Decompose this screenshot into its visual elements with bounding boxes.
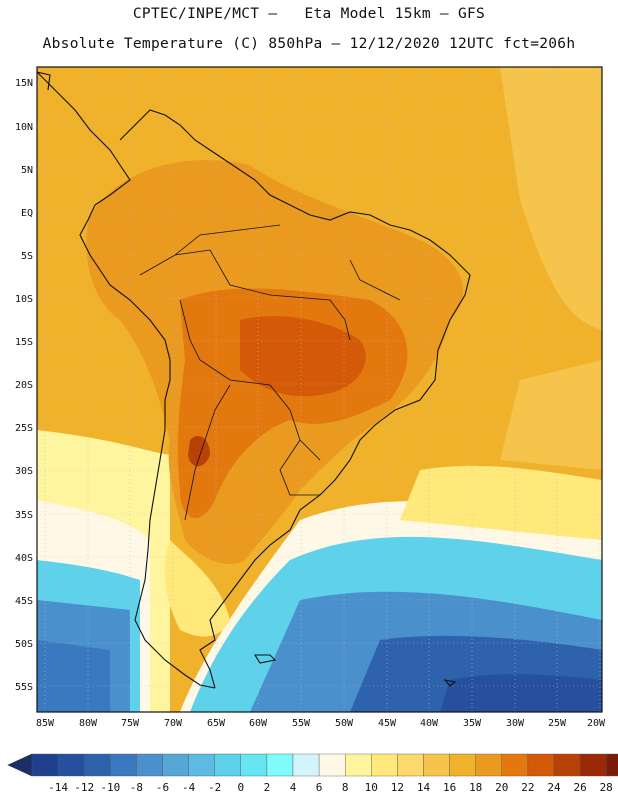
colorbar-tick-label: 6 (316, 781, 323, 794)
lon-label: 35W (463, 718, 482, 729)
colorbar-tick-label: 14 (417, 781, 431, 794)
colorbar-swatch (240, 753, 268, 777)
lon-label: 80W (79, 718, 98, 729)
colorbar-swatch (83, 753, 111, 777)
colorbar-swatch (57, 753, 85, 777)
colorbar-tick-label: -14 (48, 781, 68, 794)
lon-label: 50W (335, 718, 354, 729)
lon-label: 40W (420, 718, 439, 729)
lat-label: 30S (15, 466, 33, 477)
colorbar-tick-label: 16 (443, 781, 456, 794)
lat-label: 25S (15, 423, 33, 434)
colorbar-swatch (188, 753, 215, 777)
temperature-field (37, 67, 602, 712)
map-frame (36, 66, 603, 713)
colorbar-swatch (606, 753, 618, 777)
colorbar-swatch (345, 753, 372, 777)
lon-label: 30W (506, 718, 525, 729)
lon-label: 25W (548, 718, 567, 729)
colorbar-tick-label: -10 (100, 781, 120, 794)
lat-label: 15N (15, 78, 33, 89)
lon-label: 85W (36, 718, 55, 729)
colorbar-swatch (371, 753, 398, 777)
lat-label: 40S (15, 553, 33, 564)
colorbar-swatch (397, 753, 424, 777)
colorbar-tick-label: 24 (547, 781, 561, 794)
colorbar-swatch (162, 753, 189, 777)
colorbar-swatch (527, 753, 555, 777)
lat-label: EQ (21, 208, 33, 219)
chart-title-line2: Absolute Temperature (C) 850hPa – 12/12/… (42, 36, 576, 52)
colorbar-swatch (318, 753, 346, 777)
lat-label: 55S (15, 682, 33, 693)
colorbar-tick-label: -4 (182, 781, 196, 794)
colorbar-swatch (110, 753, 137, 777)
colorbar-swatch (292, 753, 320, 777)
lat-label: 5S (21, 251, 33, 262)
colorbar-swatch (553, 753, 581, 777)
colorbar-swatch (449, 753, 476, 777)
lon-label: 45W (378, 718, 397, 729)
colorbar-tick-label: -12 (74, 781, 94, 794)
lat-label: 50S (15, 639, 33, 650)
colorbar-tick-label: 8 (342, 781, 349, 794)
lon-label: 55W (292, 718, 311, 729)
lat-label: 10N (15, 122, 33, 133)
lat-label: 15S (15, 337, 33, 348)
colorbar-tick-label: -2 (208, 781, 221, 794)
colorbar: -14 -12 -10 -8 -6 -4 -2 0 2 4 6 8 10 12 14 16 18 20 22 24 26… (7, 753, 618, 794)
lat-label: 20S (15, 380, 33, 391)
colorbar-swatch (136, 753, 163, 777)
colorbar-swatch (501, 753, 529, 777)
colorbar-tick-label: 2 (264, 781, 271, 794)
colorbar-tick-label: 22 (521, 781, 534, 794)
colorbar-swatch (579, 753, 607, 777)
colorbar-tick-label: -8 (130, 781, 143, 794)
colorbar-swatch (423, 753, 450, 777)
lat-label: 35S (15, 510, 33, 521)
colorbar-swatch (31, 753, 59, 777)
coastline (37, 71, 471, 689)
chart-title-line1: CPTEC/INPE/MCT – Eta Model 15km – GFS (132, 6, 486, 22)
colorbar-swatch (475, 753, 503, 777)
colorbar-tick-label: 10 (365, 781, 378, 794)
lon-label: 70W (164, 718, 183, 729)
lat-label: 10S (15, 294, 33, 305)
lat-label: 5N (21, 165, 33, 176)
lon-label: 65W (207, 718, 226, 729)
country-borders (139, 224, 401, 521)
colorbar-arrow-low (7, 753, 33, 777)
colorbar-tick-label: -6 (156, 781, 169, 794)
lat-label: 45S (15, 596, 33, 607)
lon-label: 20W (587, 718, 606, 729)
lon-label: 60W (249, 718, 268, 729)
colorbar-tick-label: 18 (469, 781, 482, 794)
colorbar-swatch (266, 753, 294, 777)
colorbar-tick-label: 20 (495, 781, 508, 794)
colorbar-tick-label: 28 (600, 781, 613, 794)
colorbar-tick-label: 12 (391, 781, 404, 794)
colorbar-tick-label: 0 (237, 781, 244, 794)
colorbar-tick-label: 26 (573, 781, 586, 794)
colorbar-swatch (214, 753, 241, 777)
lon-label: 75W (121, 718, 140, 729)
colorbar-tick-label: 4 (290, 781, 297, 794)
